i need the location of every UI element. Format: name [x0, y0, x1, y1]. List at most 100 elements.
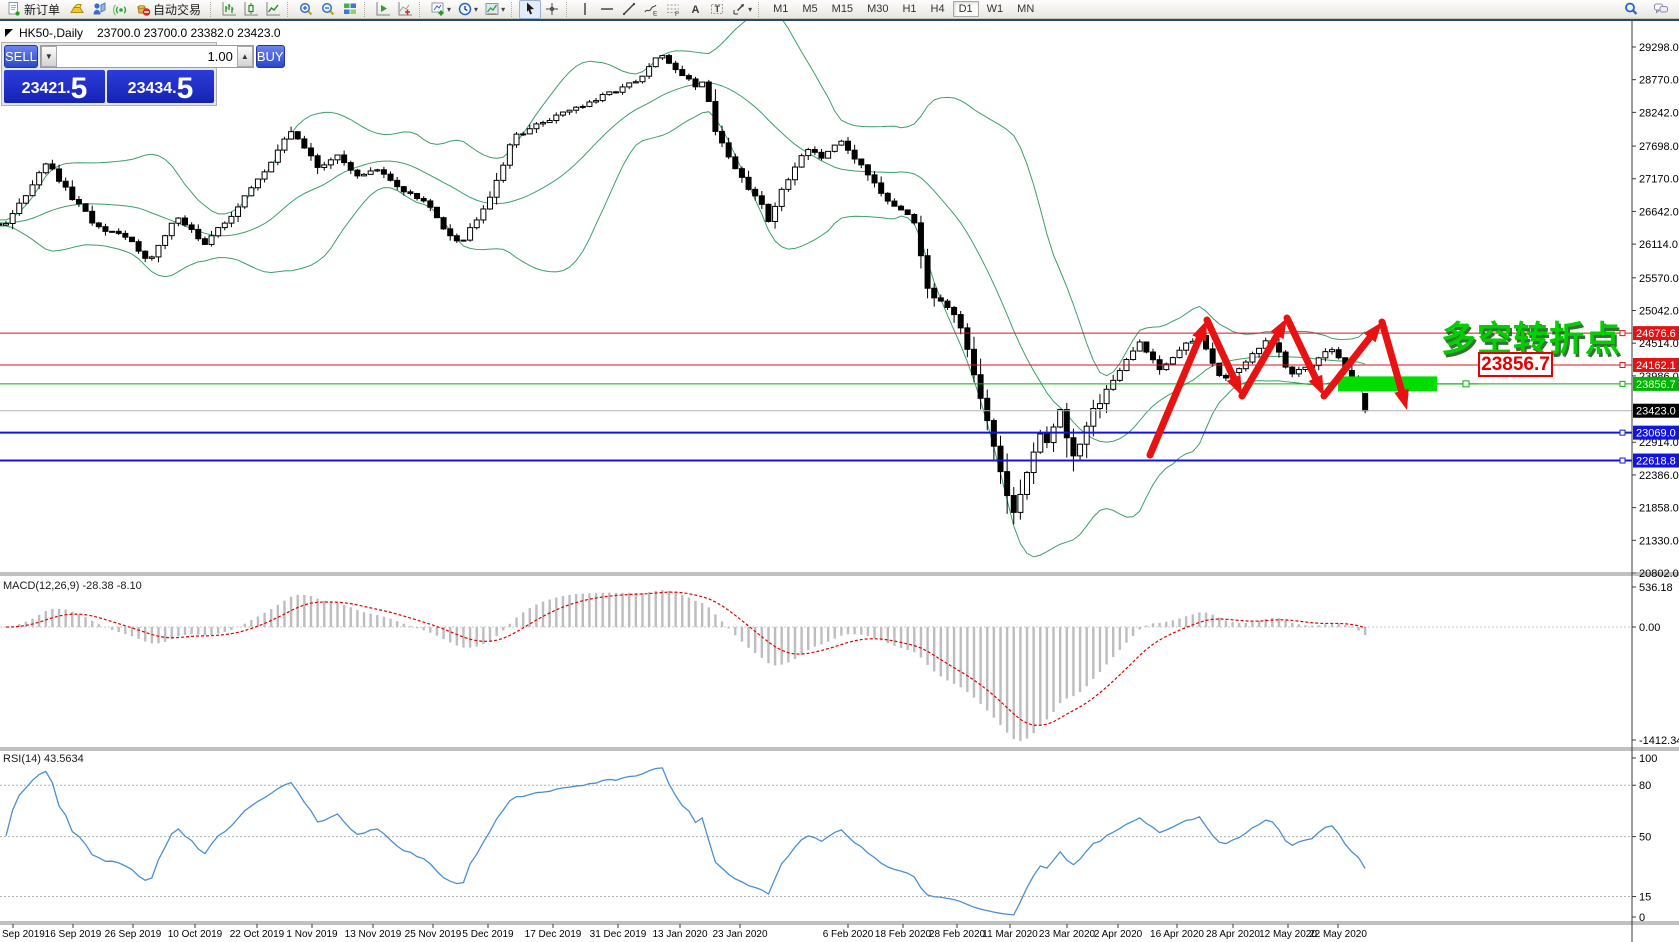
timeframe-d1[interactable]: D1	[952, 1, 979, 17]
buy-price-dot: .	[172, 80, 177, 97]
periods-button[interactable]: ▾	[454, 0, 481, 19]
chat-button[interactable]	[1650, 0, 1672, 19]
axis-price-badge	[1633, 376, 1679, 391]
horizontal-line-button[interactable]	[596, 0, 618, 19]
svg-text:15: 15	[1639, 892, 1651, 904]
equidistant-channel-button[interactable]: E	[640, 0, 662, 19]
cursor-icon	[522, 1, 538, 17]
svg-text:12 May 2020: 12 May 2020	[1259, 929, 1317, 940]
fibo-icon: F	[665, 1, 681, 17]
sell-price-display[interactable]: 23421. 5	[4, 70, 105, 105]
cursor-button[interactable]	[519, 0, 542, 19]
new-order-button[interactable]: 新订单	[3, 0, 66, 19]
svg-text:28242.0: 28242.0	[1639, 107, 1679, 119]
bar-chart-button[interactable]	[218, 0, 240, 19]
vertical-line-button[interactable]	[574, 0, 596, 19]
search-button[interactable]	[1620, 0, 1642, 19]
svg-text:T: T	[715, 4, 721, 14]
svg-text:24514.0: 24514.0	[1639, 338, 1679, 350]
chat-icon	[1653, 1, 1669, 17]
sell-price-main: 23421	[21, 80, 67, 97]
crosshair-button[interactable]	[541, 0, 563, 19]
crosshair-icon	[544, 1, 560, 17]
macd-label: MACD(12,26,9) -28.38 -8.10	[3, 580, 142, 592]
signals-button[interactable]	[110, 0, 132, 19]
timeframe-h1[interactable]: H1	[902, 3, 917, 15]
sell-button[interactable]: SELL	[4, 45, 38, 68]
timeframe-m15[interactable]: M15	[831, 3, 854, 15]
toolbar-separator	[210, 1, 215, 17]
new-order-label: 新订单	[24, 2, 61, 17]
chart-title: HK50-,Daily 23700.0 23700.0 23382.0 2342…	[5, 26, 281, 40]
ind-play-icon	[375, 1, 391, 17]
chart-window-icon	[5, 29, 13, 37]
expert-advisors-button[interactable]	[88, 0, 110, 19]
tile-windows-button[interactable]	[339, 0, 361, 19]
text-label-button[interactable]: T	[706, 0, 728, 19]
new-chart-button[interactable]: ▾	[427, 0, 454, 19]
svg-text:26642.0: 26642.0	[1639, 206, 1679, 218]
channel-icon: E	[643, 1, 659, 17]
svg-text:Sep 2019: Sep 2019	[2, 929, 45, 940]
autotrading-label: 自动交易	[153, 2, 202, 17]
svg-text:1 Nov 2019: 1 Nov 2019	[286, 929, 338, 940]
svg-text:2 Apr 2020: 2 Apr 2020	[1094, 929, 1143, 940]
candlestick-chart-button[interactable]	[240, 0, 262, 19]
svg-text:50: 50	[1639, 832, 1651, 844]
timeframe-h4[interactable]: H4	[930, 3, 945, 15]
svg-text:13 Jan 2020: 13 Jan 2020	[652, 929, 707, 940]
svg-text:F: F	[675, 11, 679, 17]
autotrading-button[interactable]: 自动交易	[132, 0, 207, 19]
dropdown-caret-icon: ▾	[474, 4, 479, 14]
svg-text:16 Sep 2019: 16 Sep 2019	[45, 929, 102, 940]
svg-text:20802.0: 20802.0	[1639, 568, 1679, 580]
arrows-button[interactable]: ▾	[728, 0, 755, 19]
volume-input[interactable]	[56, 46, 237, 67]
indicators-button[interactable]	[372, 0, 394, 19]
text-button[interactable]: A	[684, 0, 706, 19]
doc-plus-icon	[6, 1, 22, 17]
buy-price-display[interactable]: 23434. 5	[107, 70, 214, 105]
timeframe-m5[interactable]: M5	[802, 3, 818, 15]
svg-text:28 Feb 2020: 28 Feb 2020	[929, 929, 986, 940]
zoom-in-button[interactable]	[295, 0, 317, 19]
svg-text:11 Mar 2020: 11 Mar 2020	[982, 929, 1038, 940]
line-chart-button[interactable]	[262, 0, 284, 19]
dropdown-caret-icon: ▾	[447, 4, 452, 14]
labelT-icon: T	[709, 1, 725, 17]
buy-price-frac: 5	[176, 72, 194, 105]
timeframe-m30[interactable]: M30	[867, 3, 889, 15]
volume-decrease-button[interactable]: ▼	[40, 46, 57, 67]
svg-text:23856.7: 23856.7	[1636, 379, 1676, 391]
timeframe-w1[interactable]: W1	[986, 3, 1004, 15]
zoom-out-button[interactable]	[317, 0, 339, 19]
timeframe-m1[interactable]: M1	[773, 3, 789, 15]
svg-text:25042.0: 25042.0	[1639, 305, 1679, 317]
volume-increase-button[interactable]: ▲	[236, 46, 253, 67]
fibonacci-button[interactable]: F	[662, 0, 684, 19]
autotrade-icon	[135, 1, 151, 17]
svg-text:28 Apr 2020: 28 Apr 2020	[1206, 929, 1260, 940]
sell-price-frac: 5	[70, 72, 88, 105]
svg-text:0: 0	[1639, 912, 1645, 924]
svg-text:5 Dec 2019: 5 Dec 2019	[462, 929, 514, 940]
svg-text:22 Oct 2019: 22 Oct 2019	[230, 929, 285, 940]
templates-button[interactable]: ▾	[481, 0, 508, 19]
market-watch-button[interactable]	[66, 0, 88, 19]
hline-icon	[599, 1, 615, 17]
trendline-button[interactable]	[618, 0, 640, 19]
add-indicator-button[interactable]	[394, 0, 416, 19]
svg-text:22618.8: 22618.8	[1636, 456, 1676, 468]
price-callout[interactable]: 23856.7	[1478, 352, 1553, 377]
toolbar-separator	[364, 1, 369, 17]
svg-text:18 Feb 2020: 18 Feb 2020	[875, 929, 932, 940]
price-chart-canvas[interactable]: 29298.0 28770.0 28242.0 27698.0 27170.0 26642…	[0, 21, 1679, 942]
svg-text:17 Dec 2019: 17 Dec 2019	[525, 929, 582, 940]
dropdown-caret-icon: ▾	[748, 4, 753, 14]
svg-text:A: A	[692, 4, 700, 16]
bars-icon	[221, 1, 237, 17]
svg-text:23 Jan 2020: 23 Jan 2020	[712, 929, 767, 940]
timeframe-mn[interactable]: MN	[1017, 3, 1035, 15]
buy-button[interactable]: BUY	[255, 45, 285, 68]
